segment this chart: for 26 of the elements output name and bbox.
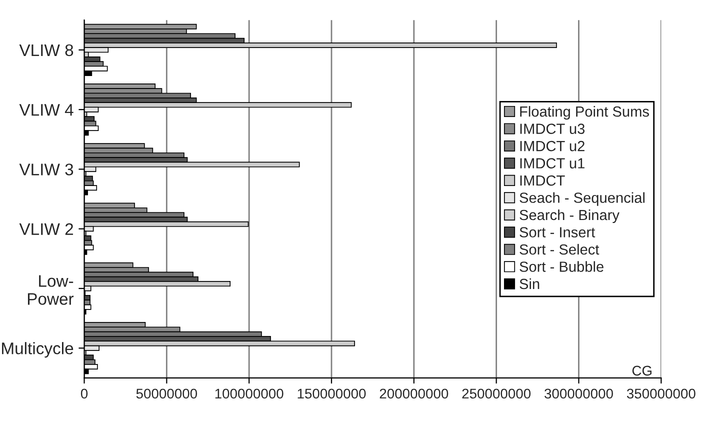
x-tick-label: 250000000	[462, 388, 531, 399]
legend-label: Sin	[520, 278, 540, 290]
y-tick-label: Low- Power	[28, 275, 74, 305]
legend-label: IMDCT u2	[520, 140, 584, 152]
legend-label: IMDCT u1	[520, 158, 584, 168]
y-tick-label: VLIW 2	[19, 223, 73, 235]
x-tick-label: 300000000	[544, 388, 613, 399]
x-tick-label: 200000000	[380, 388, 448, 399]
legend-label: Sort - Bubble	[520, 261, 604, 272]
legend-label: IMDCT u3	[520, 124, 585, 134]
legend-label: Floating Point Sums	[520, 106, 649, 120]
legend-label: Sort - Select	[520, 244, 600, 255]
legend-label: Sort - Insert	[520, 227, 596, 238]
x-tick-label: 150000000	[298, 388, 366, 399]
legend-label: Search - Binary	[520, 209, 620, 224]
x-tick-label: 50000000	[136, 388, 198, 399]
x-axis-title: CG	[632, 366, 652, 376]
y-tick-label: Multicycle	[2, 342, 74, 358]
y-tick-label: VLIW 8	[19, 44, 74, 56]
x-tick-label: 350000000	[626, 388, 696, 399]
y-tick-label: VLIW 3	[19, 164, 74, 176]
x-tick-label: 100000000	[215, 388, 284, 399]
y-tick-label: VLIW 4	[19, 104, 74, 116]
legend-label: IMDCT	[520, 175, 565, 186]
x-tick-label: 0	[80, 388, 88, 399]
legend-label: Seach - Sequencial	[520, 192, 644, 206]
